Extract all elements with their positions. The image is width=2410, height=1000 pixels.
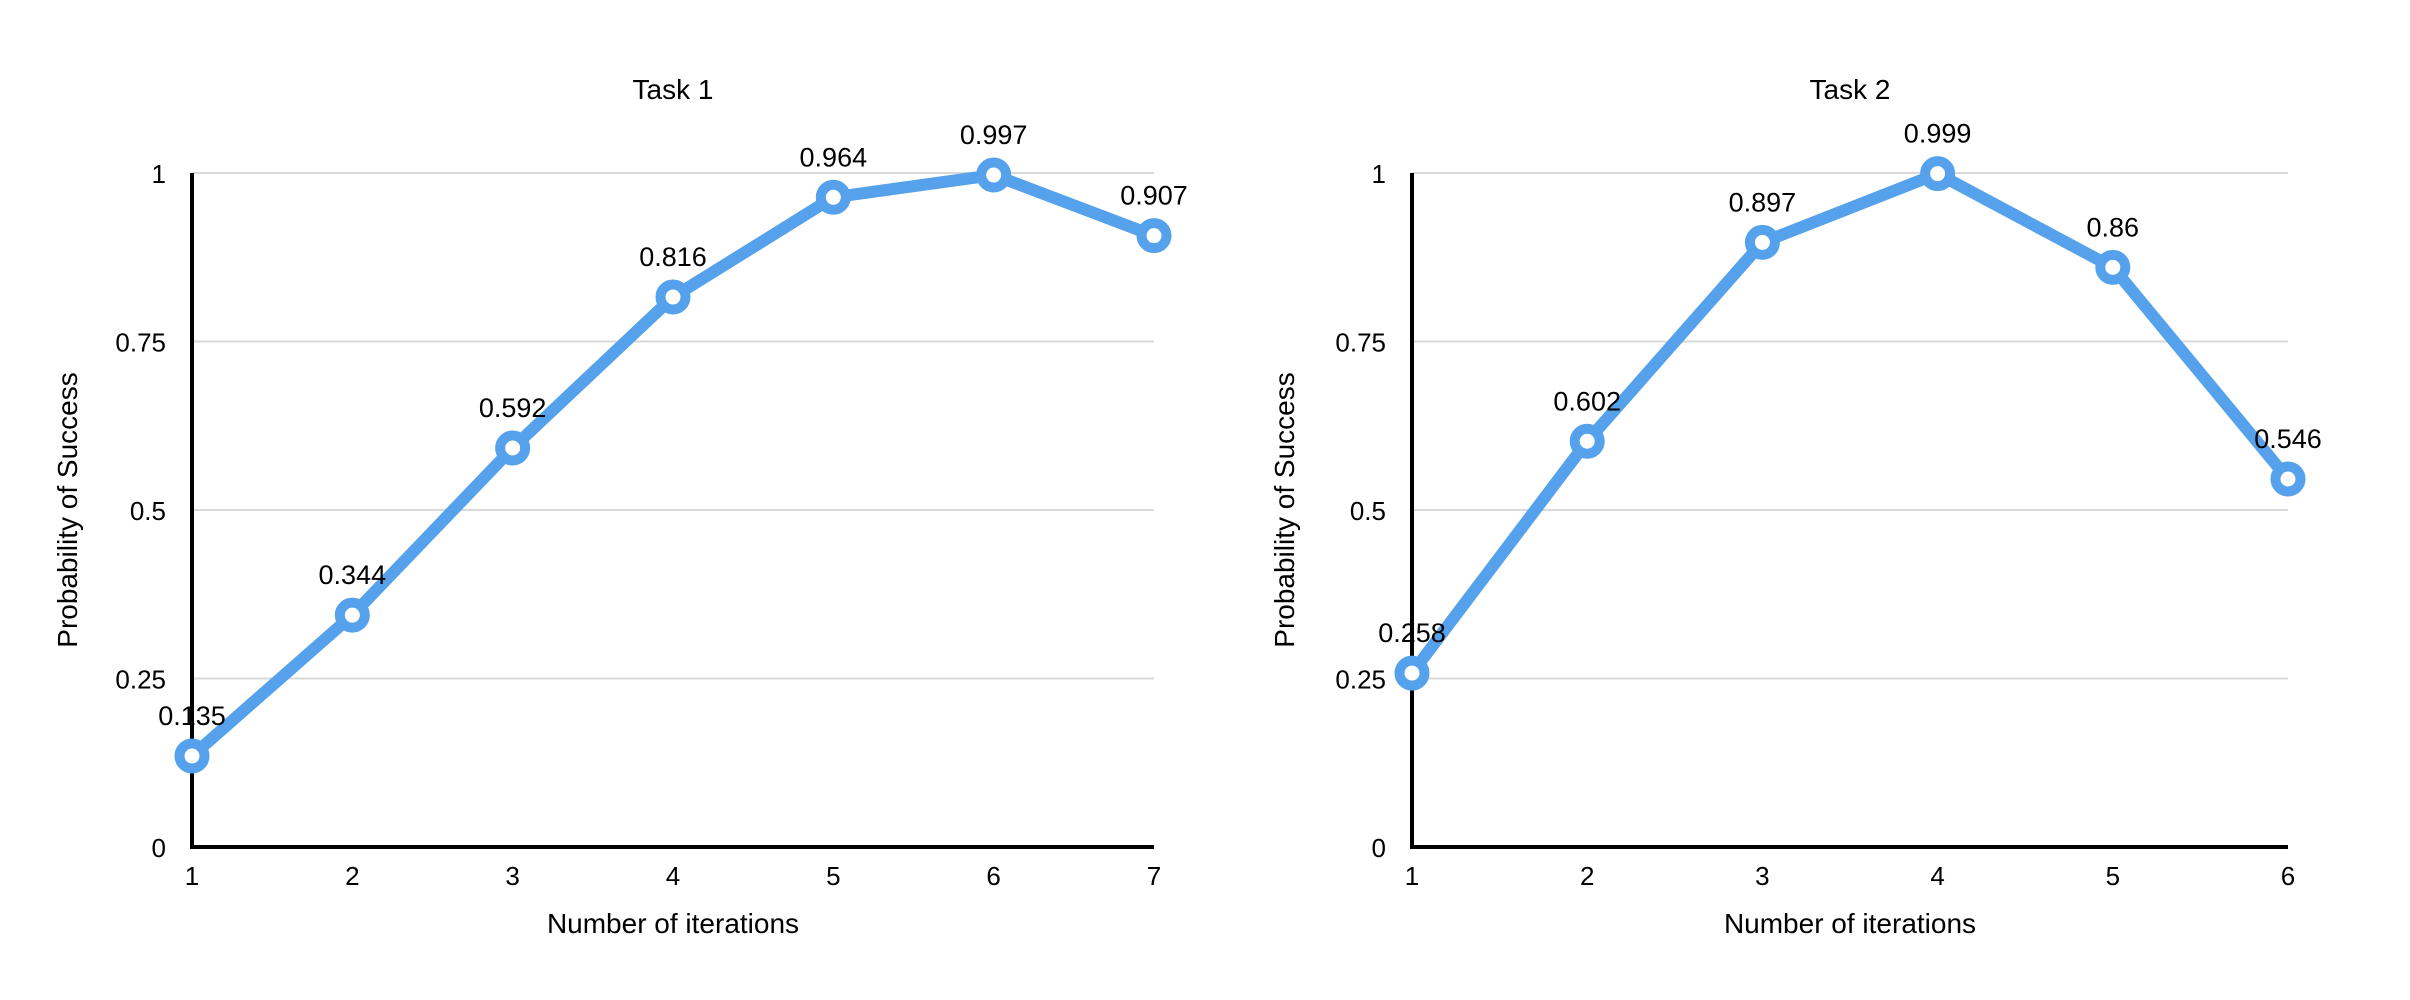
y-tick-label: 0 [152, 833, 166, 863]
data-point-marker [1744, 224, 1780, 260]
data-point-label: 0.546 [2254, 424, 2322, 454]
data-point-marker [655, 279, 691, 315]
data-point-label: 0.999 [1904, 119, 1972, 149]
data-point-label: 0.258 [1378, 618, 1446, 648]
data-point-marker [1394, 655, 1430, 691]
y-tick-label: 0.5 [130, 496, 166, 526]
data-point-label: 0.897 [1729, 187, 1797, 217]
chart2-x-axis-title: Number of iterations [1724, 908, 1976, 939]
y-tick-label: 0.25 [1335, 665, 1386, 695]
x-tick-label: 6 [986, 861, 1000, 891]
y-tick-label: 0.75 [115, 328, 166, 358]
data-point-label: 0.997 [960, 120, 1028, 150]
x-tick-label: 1 [185, 861, 199, 891]
y-tick-label: 1 [1372, 159, 1386, 189]
data-point-label: 0.816 [639, 242, 707, 272]
data-point-marker [495, 430, 531, 466]
x-tick-label: 7 [1147, 861, 1161, 891]
data-point-marker [815, 179, 851, 215]
chart2-title: Task 2 [1810, 74, 1891, 105]
x-tick-label: 4 [1930, 861, 1944, 891]
x-tick-label: 2 [345, 861, 359, 891]
data-point-label: 0.907 [1120, 181, 1188, 211]
y-tick-label: 0.25 [115, 665, 166, 695]
data-point-marker [2095, 249, 2131, 285]
chart1-y-axis-title: Probability of Success [52, 372, 83, 647]
x-tick-label: 4 [666, 861, 680, 891]
data-point-label: 0.86 [2087, 212, 2140, 242]
chart1-plot-area: 0 0.25 0.5 0.75 1 1 2 3 4 5 6 7 0.135 0.344 0.592 0.816… [115, 120, 1187, 891]
series-line [1406, 167, 2294, 680]
data-point-marker [334, 597, 370, 633]
chart1-title: Task 1 [633, 74, 714, 105]
x-tick-label: 6 [2281, 861, 2295, 891]
x-tick-label: 3 [505, 861, 519, 891]
chart1-x-axis-title: Number of iterations [547, 908, 799, 939]
data-point-marker [1136, 218, 1172, 254]
x-tick-label: 5 [2106, 861, 2120, 891]
data-point-label: 0.135 [158, 701, 226, 731]
y-tick-label: 0 [1372, 833, 1386, 863]
x-tick-label: 5 [826, 861, 840, 891]
data-point-label: 0.964 [800, 142, 868, 172]
data-point-marker [1569, 423, 1605, 459]
data-point-marker [174, 738, 210, 774]
y-tick-label: 0.75 [1335, 328, 1386, 358]
y-tick-label: 0.5 [1350, 496, 1386, 526]
x-tick-label: 3 [1755, 861, 1769, 891]
data-point-marker [2270, 461, 2306, 497]
data-point-marker [976, 157, 1012, 193]
x-tick-label: 2 [1580, 861, 1594, 891]
y-tick-label: 1 [152, 159, 166, 189]
chart2-plot-area: 0 0.25 0.5 0.75 1 1 2 3 4 5 6 0.258 0.602 0.897 0.999 0… [1335, 119, 2321, 891]
data-point-label: 0.602 [1553, 386, 1621, 416]
chart2-y-axis-title: Probability of Success [1269, 372, 1300, 647]
data-point-label: 0.344 [319, 560, 387, 590]
data-point-marker [1920, 156, 1956, 192]
x-tick-label: 1 [1405, 861, 1419, 891]
data-point-label: 0.592 [479, 393, 547, 423]
